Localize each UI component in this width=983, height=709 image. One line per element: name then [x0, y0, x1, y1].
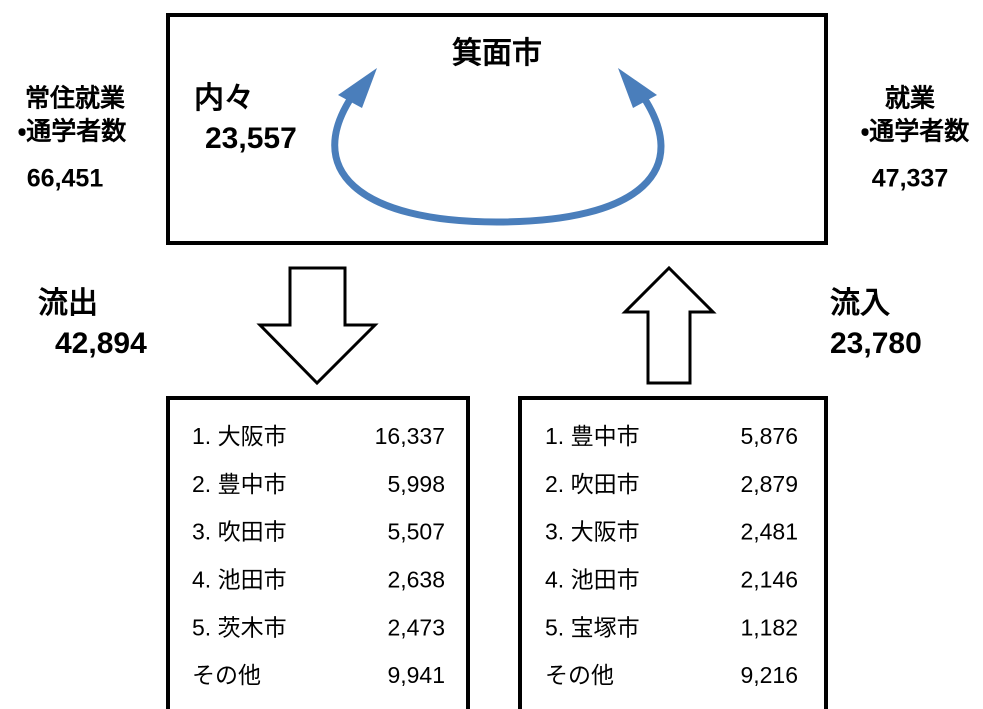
row-value: 9,216: [740, 662, 798, 688]
row-value: 5,507: [387, 519, 445, 545]
workplace-value: 47,337: [872, 165, 948, 193]
row-value: 2,638: [387, 566, 445, 592]
resident-label: ・通学者数: [18, 117, 128, 146]
row-value: 5,876: [740, 423, 798, 449]
city-title: 箕面市: [452, 36, 542, 70]
internal-value: 23,557: [205, 122, 297, 155]
row-value: 5,998: [387, 471, 445, 497]
resident-label: 常住就業: [25, 84, 125, 113]
row-value: 2,146: [740, 566, 798, 592]
row-name: 1. 豊中市: [545, 423, 640, 449]
row-value: 2,481: [740, 519, 798, 545]
outflow-value: 42,894: [55, 327, 147, 360]
row-name: 3. 吹田市: [192, 519, 287, 545]
loop-arrowhead: [338, 68, 377, 108]
city-box: [166, 13, 828, 245]
inflow-table: [518, 396, 828, 709]
inflow-arrow: [621, 265, 717, 385]
workplace-label: 就業: [885, 85, 935, 113]
inflow-value: 23,780: [830, 327, 922, 360]
workplace-label: ・通学者数: [861, 117, 971, 146]
resident-value: 66,451: [27, 165, 104, 193]
row-name: 2. 豊中市: [192, 471, 287, 497]
row-value: 2,879: [740, 471, 798, 497]
row-name: 2. 吹田市: [545, 471, 640, 497]
row-name: 5. 茨木市: [192, 614, 287, 640]
inflow-label: 流入: [830, 287, 890, 320]
internal-label: 内々: [194, 82, 254, 115]
row-name: 4. 池田市: [545, 566, 640, 592]
row-name: その他: [192, 662, 261, 688]
outflow-arrow: [256, 266, 379, 386]
outflow-table: [166, 396, 470, 709]
loop-arrowhead: [618, 68, 657, 108]
row-value: 9,941: [387, 662, 445, 688]
row-name: 5. 宝塚市: [545, 614, 640, 640]
row-value: 1,182: [740, 614, 798, 640]
row-value: 16,337: [375, 423, 445, 449]
internal-loop: [331, 89, 665, 226]
row-name: 1. 大阪市: [192, 423, 287, 449]
row-value: 2,473: [387, 614, 445, 640]
row-name: その他: [545, 662, 614, 688]
row-name: 4. 池田市: [192, 566, 287, 592]
row-name: 3. 大阪市: [545, 519, 640, 545]
outflow-label: 流出: [38, 287, 98, 320]
